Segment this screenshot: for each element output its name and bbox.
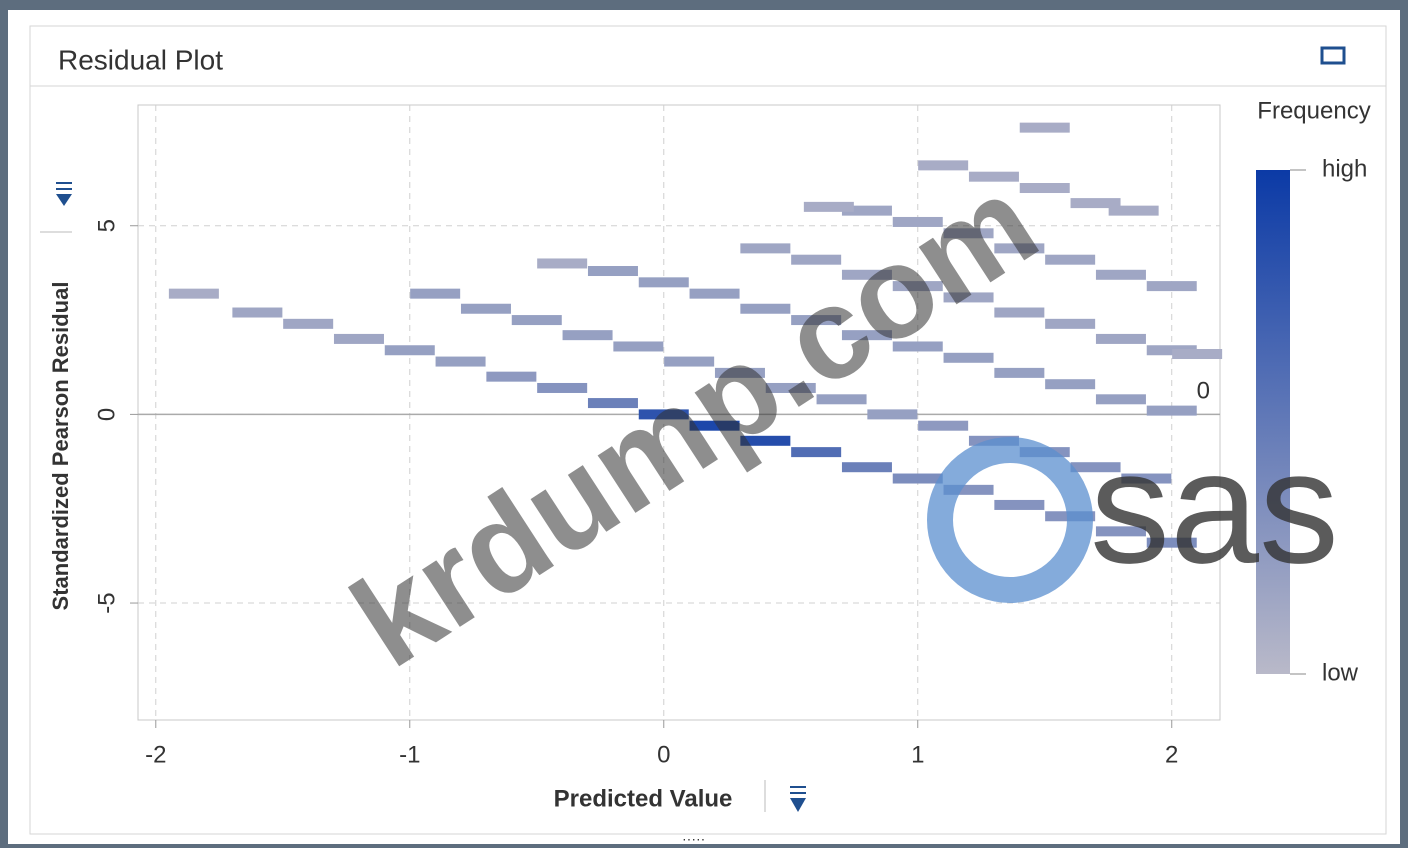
residual-cell: [537, 258, 588, 269]
residual-cell: [1019, 183, 1070, 194]
residual-cell: [537, 382, 588, 393]
residual-cell: [1108, 205, 1159, 216]
residual-cell: [994, 367, 1045, 378]
x-tick-label: 2: [1165, 741, 1178, 768]
watermark: sas: [1090, 417, 1339, 596]
legend-low-label: low: [1322, 659, 1359, 686]
residual-cell: [1045, 379, 1096, 390]
residual-cell: [1095, 526, 1146, 537]
residual-cell: [283, 318, 334, 329]
residual-cell: [841, 330, 892, 341]
y-axis-title: Standardized Pearson Residual: [48, 282, 73, 611]
y-tick-label: 0: [93, 408, 120, 421]
residual-cell: [943, 484, 994, 495]
residual-cell: [1146, 405, 1197, 416]
y-axis-menu[interactable]: [56, 182, 72, 206]
residual-cell: [994, 307, 1045, 318]
residual-cell: [994, 499, 1045, 510]
maximize-button[interactable]: [1320, 46, 1346, 65]
residual-cell: [892, 281, 943, 292]
residual-cell: [664, 356, 715, 367]
residual-cell: [918, 160, 969, 171]
residual-cell: [638, 409, 689, 420]
sas-logo-mark: [927, 437, 1093, 603]
reference-line-label: 0: [1197, 378, 1210, 405]
residual-cell: [791, 447, 842, 458]
residual-cell: [867, 409, 918, 420]
residual-cell: [232, 307, 283, 318]
residual-cell: [918, 420, 969, 431]
residual-cell: [803, 201, 854, 212]
residual-cell: [1045, 318, 1096, 329]
residual-cell: [740, 435, 791, 446]
legend-gradient: [1256, 170, 1290, 674]
residual-cell: [841, 205, 892, 216]
residual-cell: [892, 473, 943, 484]
residual-cell: [689, 420, 740, 431]
residual-cell: [333, 333, 384, 344]
residual-cell: [816, 394, 867, 405]
y-tick-label: -5: [93, 592, 120, 613]
residual-cell: [943, 292, 994, 303]
residual-cell: [486, 371, 537, 382]
plot-area: [137, 104, 1221, 721]
residual-cell: [841, 269, 892, 280]
residual-cell: [1146, 537, 1197, 548]
residual-cell: [892, 216, 943, 227]
x-tick-label: -1: [399, 741, 420, 768]
residual-cell: [1019, 122, 1070, 133]
content-border: [29, 85, 1387, 835]
residual-cell: [765, 382, 816, 393]
x-axis-title: Predicted Value: [554, 785, 733, 812]
residual-cell: [1095, 394, 1146, 405]
residual-cell: [740, 303, 791, 314]
residual-cell: [435, 356, 486, 367]
residual-cell: [892, 341, 943, 352]
residual-cell: [1095, 269, 1146, 280]
residual-cell: [562, 330, 613, 341]
residual-cell: [740, 243, 791, 254]
residual-cell: [168, 288, 219, 299]
residual-cell: [613, 341, 664, 352]
residual-cell: [968, 171, 1019, 182]
residual-cell: [943, 228, 994, 239]
residual-cell: [943, 352, 994, 363]
residual-cell: [1070, 198, 1121, 209]
residual-cell: [384, 345, 435, 356]
residual-cell: [791, 315, 842, 326]
legend-title: Frequency: [1257, 97, 1370, 124]
resize-handle[interactable]: ·····: [682, 831, 705, 847]
legend-high-label: high: [1322, 155, 1367, 182]
residual-cell: [1121, 473, 1172, 484]
residual-cell: [511, 315, 562, 326]
residual-cell: [689, 288, 740, 299]
residual-cell: [1172, 349, 1223, 360]
residual-cell: [1095, 333, 1146, 344]
panel-title: Residual Plot: [58, 44, 223, 75]
residual-cell: [587, 398, 638, 409]
residual-cell: [714, 367, 765, 378]
y-tick-label: 5: [93, 219, 120, 232]
residual-cell: [841, 462, 892, 473]
residual-cell: [460, 303, 511, 314]
x-tick-label: -2: [145, 741, 166, 768]
residual-cell: [994, 243, 1045, 254]
title-bar: [29, 25, 1387, 87]
residual-cell: [1045, 254, 1096, 265]
residual-cell: [1146, 345, 1197, 356]
x-tick-label: 1: [911, 741, 924, 768]
residual-cell: [638, 277, 689, 288]
residual-cell: [1146, 281, 1197, 292]
residual-cell: [410, 288, 461, 299]
residual-cell: [587, 266, 638, 277]
x-axis-menu[interactable]: [790, 786, 806, 812]
residual-cell: [791, 254, 842, 265]
x-tick-label: 0: [657, 741, 670, 768]
residual-cell: [1070, 462, 1121, 473]
